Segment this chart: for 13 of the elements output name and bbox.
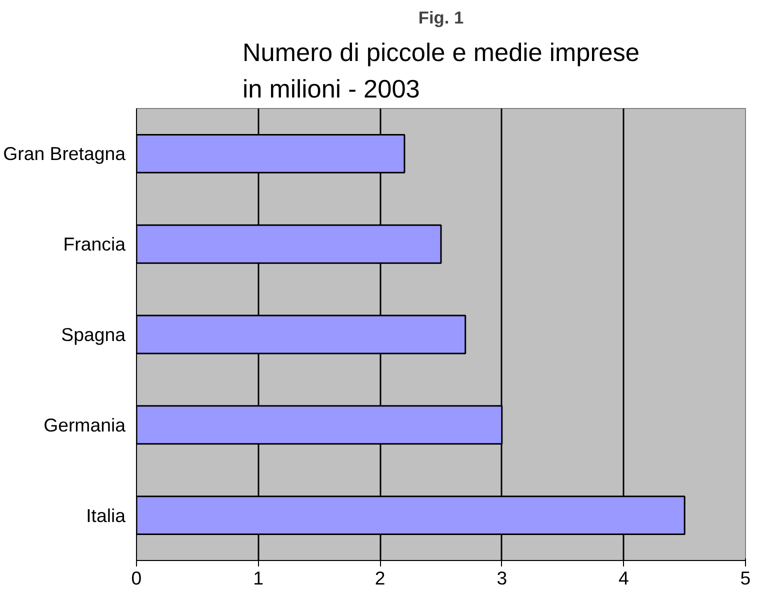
y-tick-label: Spagna: [61, 324, 126, 345]
y-tick-label: Italia: [86, 504, 126, 526]
x-tick-label: 1: [253, 568, 264, 588]
x-tick-label: 2: [374, 568, 386, 588]
x-tick-label: 4: [618, 568, 629, 588]
chart-title: Numero di piccole e medie imprese in milioni - 2003: [242, 39, 640, 104]
x-tick-label: 5: [740, 568, 751, 588]
x-tick-label: 0: [131, 568, 142, 588]
caption: Fig. 1: [418, 8, 464, 28]
y-tick-label: Gran Bretagna: [3, 143, 126, 164]
y-tick-label: Francia: [63, 234, 126, 255]
y-tick-label: Germania: [44, 414, 126, 436]
x-tick-label: 3: [496, 568, 508, 588]
